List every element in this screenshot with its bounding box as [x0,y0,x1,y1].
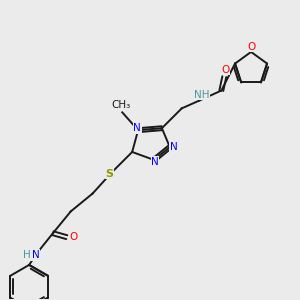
Text: NH: NH [194,89,209,100]
Text: O: O [70,232,78,242]
Text: H: H [23,250,31,260]
Text: CH₃: CH₃ [112,100,131,110]
Text: O: O [221,65,230,75]
Text: N: N [32,250,40,260]
Text: N: N [133,123,141,133]
Text: O: O [247,42,255,52]
Text: N: N [151,157,159,167]
Text: N: N [170,142,178,152]
Text: S: S [105,169,113,179]
